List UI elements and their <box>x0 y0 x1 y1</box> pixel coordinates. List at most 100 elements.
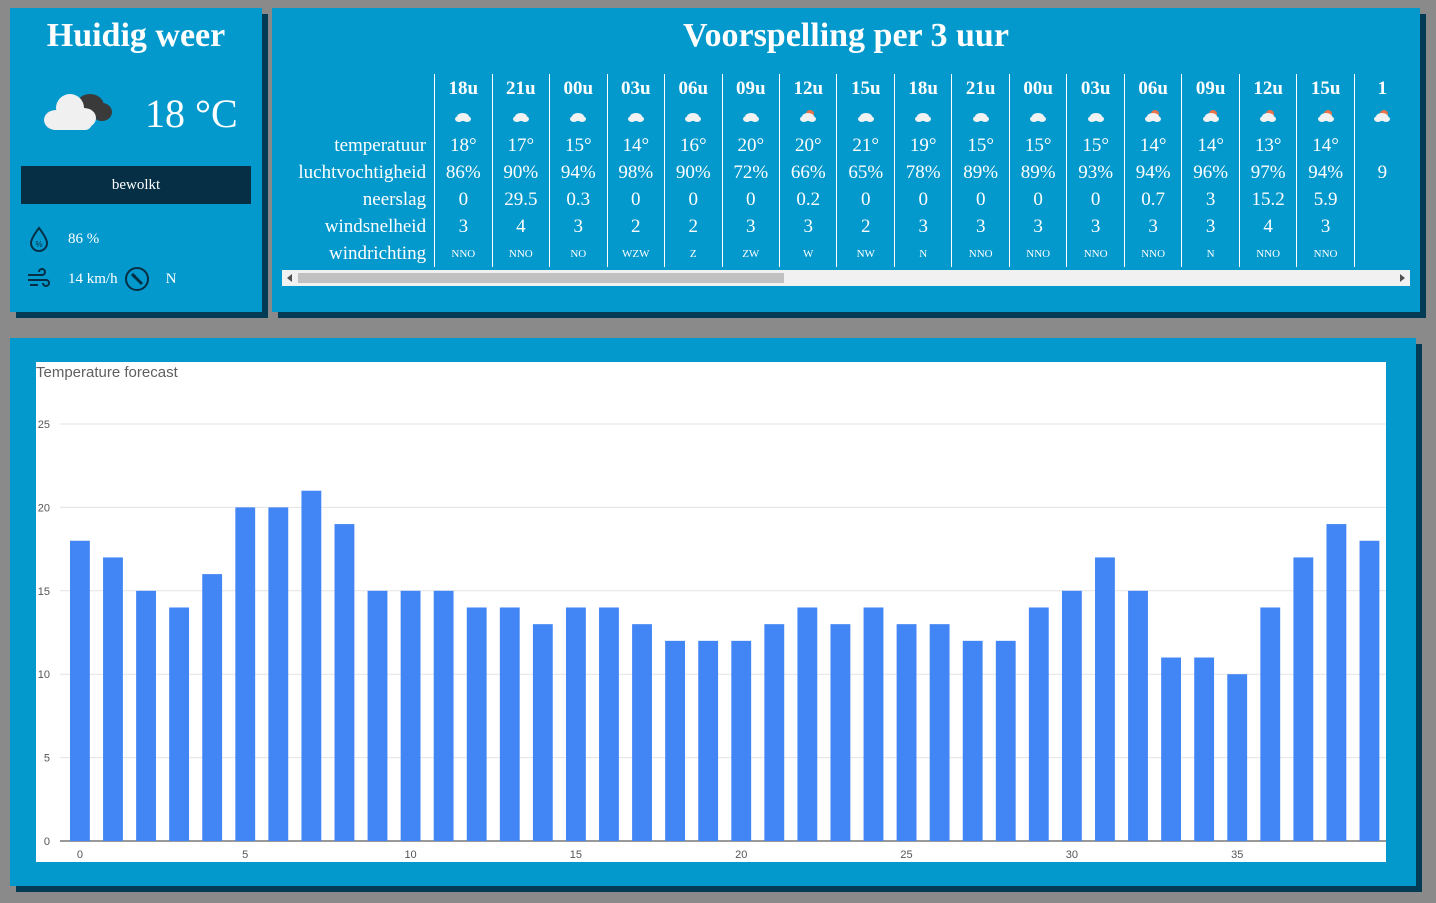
forecast-cell-hum: 78% <box>893 159 952 186</box>
forecast-row-rain: neerslag 0 29.5 0.3 0 0 0 0.2 0 0 0 0 0 0.7 3 15.2 5.9 <box>282 186 1410 213</box>
forecast-cell-hum: 93% <box>1066 159 1125 186</box>
chart-bar[interactable] <box>169 607 190 841</box>
chart-bar[interactable] <box>995 640 1016 841</box>
cloud-icon <box>44 94 112 130</box>
forecast-title: Voorspelling per 3 uur <box>683 17 1009 54</box>
forecast-cell-time: 1 <box>1353 74 1410 104</box>
chart-bar[interactable] <box>532 624 553 841</box>
forecast-cell-rain: 0 <box>1008 186 1067 213</box>
chart-bar[interactable] <box>235 507 256 841</box>
forecast-cell-rain: 0 <box>893 186 952 213</box>
forecast-cell-rain: 5.9 <box>1296 186 1355 213</box>
forecast-cell-dir: NNO <box>491 240 550 267</box>
chart-bar[interactable] <box>565 607 586 841</box>
chart-bar[interactable] <box>1227 674 1248 841</box>
forecast-cell-wind: 3 <box>1008 213 1067 240</box>
forecast-horizontal-scrollbar[interactable] <box>282 270 1410 286</box>
row-label-empty <box>282 74 435 104</box>
forecast-cell-time: 12u <box>778 74 837 104</box>
chart-bar[interactable] <box>599 607 619 841</box>
x-tick-label: 35 <box>1231 849 1243 861</box>
x-tick-label: 10 <box>404 849 416 861</box>
scroll-left-arrow-icon[interactable] <box>287 274 292 282</box>
chart-bar[interactable] <box>70 540 90 841</box>
forecast-row-wind: windsnelheid 3 4 3 2 2 3 3 2 3 3 3 3 3 3 4 3 <box>282 213 1410 240</box>
forecast-cell-hum: 89% <box>951 159 1010 186</box>
row-label-temperature: temperatuur <box>334 134 427 156</box>
chart-bar[interactable] <box>367 590 388 841</box>
chart-bar[interactable] <box>830 624 851 841</box>
forecast-table-scroll[interactable]: 18u 21u 00u 03u 06u 09u 12u 15u 18u 21u 00u 03u 06u 0… <box>282 74 1410 270</box>
forecast-row-hum: luchtvochtigheid 86% 90% 94% 98% 90% 72% 66% 65%… <box>282 159 1410 186</box>
chart-bar[interactable] <box>731 640 752 841</box>
forecast-cell-hum: 96% <box>1181 159 1240 186</box>
forecast-cell-hum: 66% <box>778 159 837 186</box>
forecast-cell-wind: 3 <box>549 213 608 240</box>
chart-bar[interactable] <box>1293 557 1314 841</box>
scrollbar-thumb[interactable] <box>298 273 784 283</box>
forecast-cell-hum: 9 <box>1353 159 1410 186</box>
chart-bar[interactable] <box>268 507 289 841</box>
forecast-cell-rain <box>1353 186 1410 213</box>
chart-bar[interactable] <box>962 640 983 841</box>
chart-bar[interactable] <box>400 590 421 841</box>
chart-bar[interactable] <box>665 640 686 841</box>
cloudy-icon <box>893 104 952 132</box>
forecast-row-temp: temperatuur 18° 17° 15° 14° 16° 20° 20° 21° 19° 15… <box>282 132 1410 159</box>
chart-bar[interactable] <box>466 607 487 841</box>
chart-bar[interactable] <box>1128 590 1148 841</box>
chart-bar[interactable] <box>929 624 950 841</box>
chart-bar[interactable] <box>334 524 355 841</box>
chart-bar[interactable] <box>764 624 785 841</box>
x-tick-label: 30 <box>1066 849 1078 861</box>
chart-bar[interactable] <box>896 624 917 841</box>
forecast-cell-wind: 4 <box>1238 213 1297 240</box>
chart-bar[interactable] <box>1326 524 1347 841</box>
forecast-cell-hum: 97% <box>1238 159 1297 186</box>
y-tick-label: 20 <box>38 502 50 514</box>
chart-bar[interactable] <box>301 490 322 841</box>
forecast-cell-wind: 3 <box>778 213 837 240</box>
chart-bar[interactable] <box>499 607 520 841</box>
forecast-row-icon <box>282 104 1410 132</box>
forecast-cell-temp: 17° <box>491 132 550 159</box>
forecast-cell-wind: 2 <box>664 213 723 240</box>
cloudy-night-icon <box>951 104 1010 132</box>
chart-bar[interactable] <box>1260 607 1281 841</box>
chart-bar[interactable] <box>1359 540 1380 841</box>
forecast-cell-dir: WZW <box>606 240 665 267</box>
cloudy-night-icon <box>434 104 493 132</box>
y-tick-label: 5 <box>44 753 50 765</box>
current-weather-panel: Huidig weer 18 °C bewolkt % 86 % 14 km/h <box>10 8 262 312</box>
chart-bar[interactable] <box>632 624 652 841</box>
chart-bar[interactable] <box>433 590 454 841</box>
forecast-cell-time: 06u <box>1123 74 1182 104</box>
forecast-cell-wind <box>1353 213 1410 240</box>
chart-bar[interactable] <box>136 590 156 841</box>
chart-bar[interactable] <box>103 557 123 841</box>
chart-bar[interactable] <box>1061 590 1082 841</box>
chart-bar[interactable] <box>1028 607 1049 841</box>
forecast-cell-wind: 3 <box>1181 213 1240 240</box>
forecast-cell-dir: ZW <box>721 240 780 267</box>
chart-bar[interactable] <box>863 607 884 841</box>
forecast-cell-time: 21u <box>491 74 550 104</box>
forecast-cell-dir: NNO <box>1123 240 1182 267</box>
partly-sunny-icon <box>1353 104 1410 132</box>
chart-bar[interactable] <box>1095 557 1115 841</box>
chart-bar[interactable] <box>202 574 223 841</box>
forecast-cell-rain: 29.5 <box>491 186 550 213</box>
scroll-right-arrow-icon[interactable] <box>1400 274 1405 282</box>
x-tick-label: 15 <box>570 849 582 861</box>
chart-bar[interactable] <box>797 607 818 841</box>
chart-bar[interactable] <box>698 640 719 841</box>
forecast-cell-rain: 0 <box>836 186 895 213</box>
partly-sunny-icon <box>778 104 837 132</box>
forecast-cell-hum: 98% <box>606 159 665 186</box>
chart-bar[interactable] <box>1161 657 1181 841</box>
forecast-cell-dir: NW <box>836 240 895 267</box>
chart-bar[interactable] <box>1194 657 1215 841</box>
forecast-cell-temp: 15° <box>549 132 608 159</box>
forecast-cell-temp: 21° <box>836 132 895 159</box>
forecast-cell-wind: 2 <box>836 213 895 240</box>
